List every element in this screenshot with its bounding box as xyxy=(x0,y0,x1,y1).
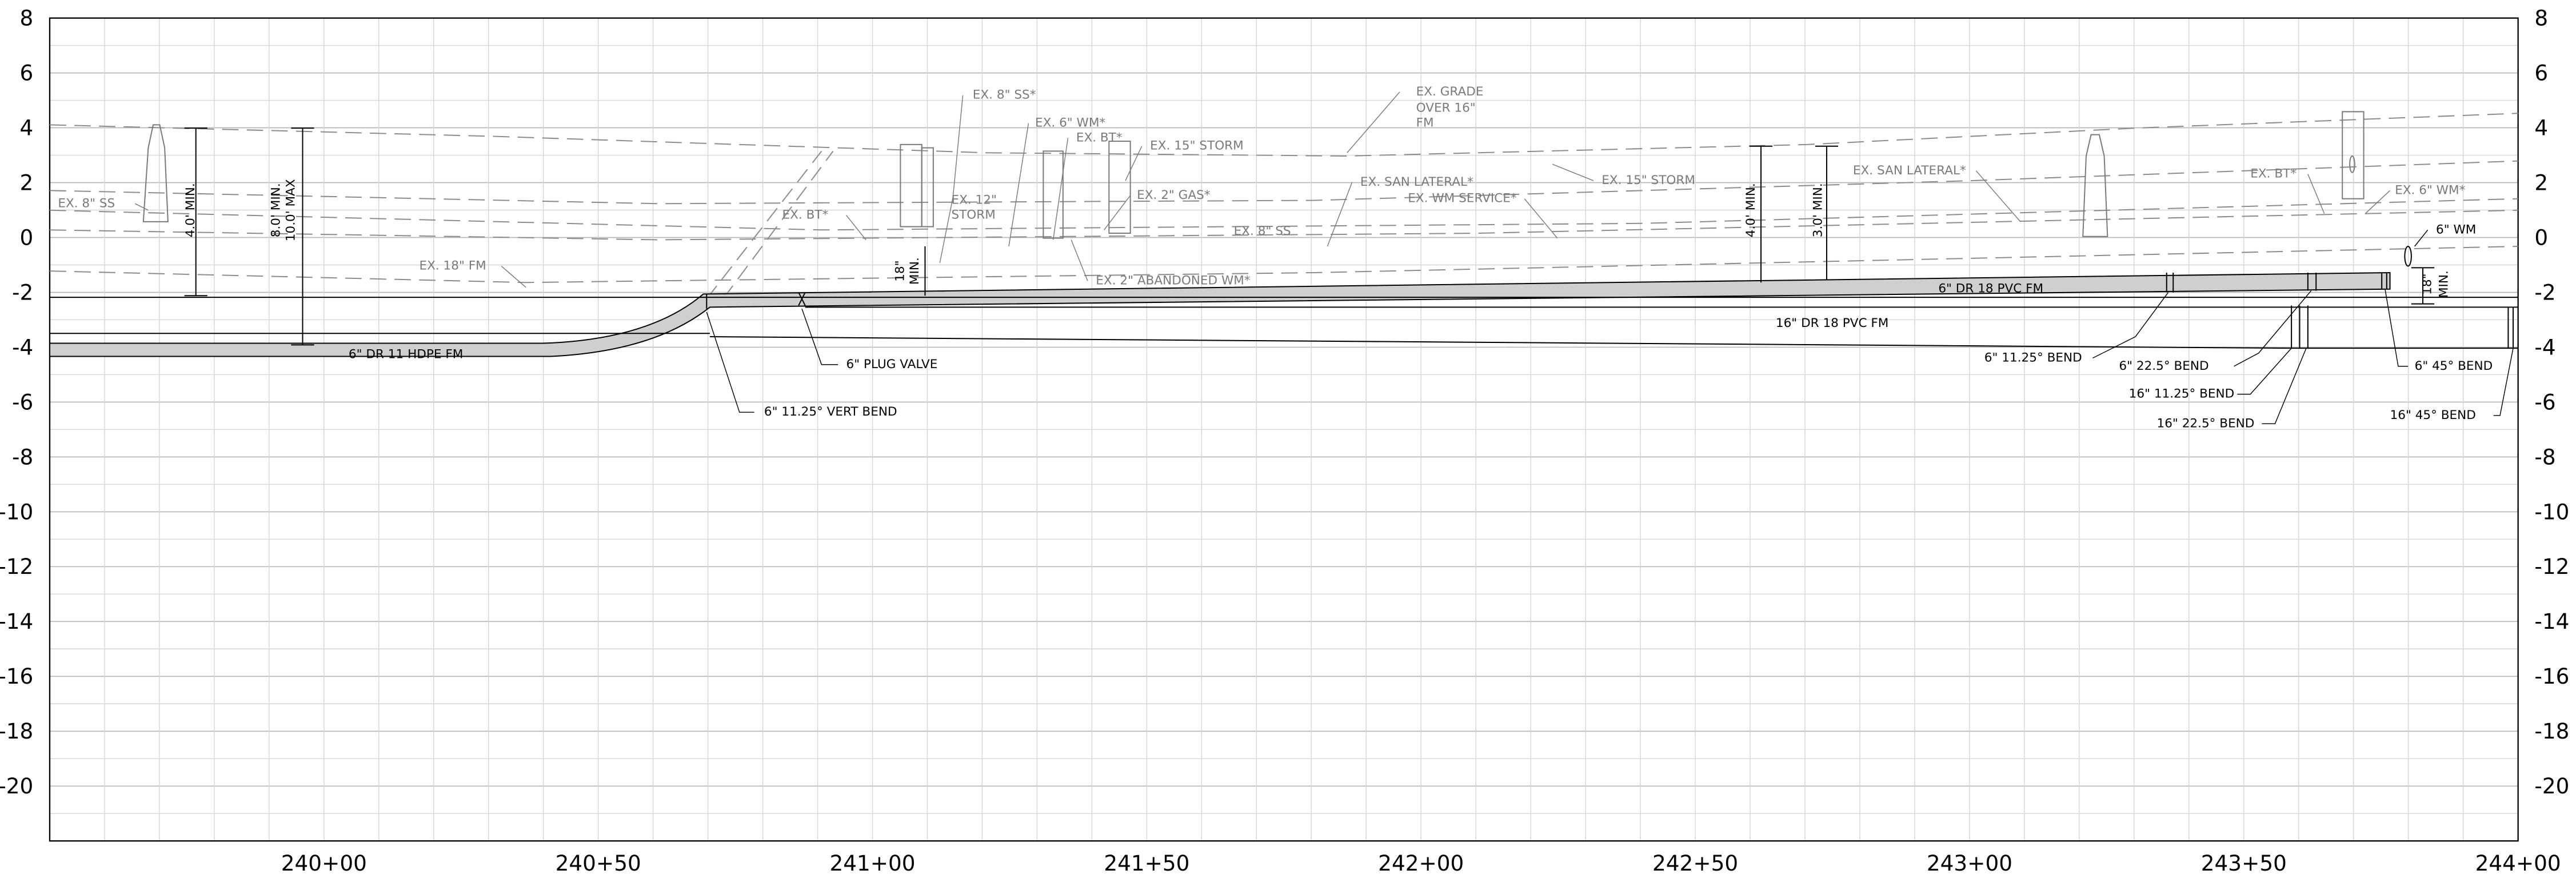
right-axis-label: -12 xyxy=(2534,554,2569,579)
annotation: EX. 2" GAS* xyxy=(1137,188,1211,202)
left-axis-label: -2 xyxy=(12,280,33,305)
station-label: 241+00 xyxy=(829,851,915,876)
annotation: EX. 8" SS* xyxy=(973,88,1036,102)
station-label: 242+00 xyxy=(1378,851,1464,876)
left-axis-label: -14 xyxy=(0,609,33,634)
left-axis-label: -18 xyxy=(0,719,33,744)
annotation: MIN. xyxy=(2437,270,2451,298)
left-axis-label: 2 xyxy=(19,170,33,195)
annotation: EX. 15" STORM xyxy=(1601,173,1695,187)
station-label: 243+50 xyxy=(2201,851,2287,876)
station-label: 240+50 xyxy=(556,851,641,876)
station-label: 240+00 xyxy=(281,851,367,876)
left-axis-label: 0 xyxy=(19,225,33,250)
annotation: 6" 45° BEND xyxy=(2415,359,2493,373)
station-label: 242+50 xyxy=(1652,851,1738,876)
right-axis-label: 8 xyxy=(2534,6,2548,31)
annotation: 8.0' MIN. xyxy=(269,183,283,237)
annotation: 6" PLUG VALVE xyxy=(846,357,938,372)
left-axis-label: -8 xyxy=(12,444,33,469)
annotation: 3.0' MIN. xyxy=(1811,183,1826,237)
annotation: 16" 45° BEND xyxy=(2390,408,2476,422)
right-axis-label: -18 xyxy=(2534,719,2569,744)
leaders xyxy=(135,91,2514,425)
right-axis-label: 2 xyxy=(2534,170,2548,195)
annotation: EX. WM SERVICE* xyxy=(1408,191,1517,206)
frame xyxy=(49,17,2519,842)
annotation: EX. 8" SS xyxy=(1234,224,1291,238)
annotation: EX. 18" FM xyxy=(419,258,486,273)
annotation: 6" 11.25° VERT BEND xyxy=(764,405,897,419)
station-label: 241+50 xyxy=(1104,851,1189,876)
right-axis-label: -14 xyxy=(2534,609,2569,634)
annotation: EX. 8" SS xyxy=(58,196,115,210)
annotation: EX. 6" WM* xyxy=(1035,116,1105,130)
annotation: MIN. xyxy=(908,257,922,285)
annotation: EX. SAN LATERAL* xyxy=(1360,175,1473,189)
proposed-pipes xyxy=(49,272,2518,357)
annotation: 16" 11.25° BEND xyxy=(2129,387,2235,401)
annotation: 6" DR 11 HDPE FM xyxy=(349,348,463,362)
right-axis-label: 0 xyxy=(2534,225,2548,250)
annotation: 6" DR 18 PVC FM xyxy=(1938,282,2043,296)
labels: 8 6 4 2 0 -2 -4 -6 -8 -10 -12 -14 -16 -18 -20 8 6 4 2 0 -2 -4… xyxy=(0,6,2569,876)
right-axis-label: -4 xyxy=(2534,334,2555,360)
annotation: EX. 2" ABANDONED WM* xyxy=(1096,273,1251,288)
annotation: 18" xyxy=(2421,273,2435,294)
annotation: EX. 15" STORM xyxy=(1150,139,1244,153)
right-axis-label: -10 xyxy=(2534,499,2569,524)
annotation: EX. BT* xyxy=(782,207,829,222)
dimension-lines xyxy=(184,127,2435,346)
annotation: FM xyxy=(1416,116,1434,130)
left-axis-label: 6 xyxy=(19,61,33,86)
annotation: EX. 12" xyxy=(951,193,996,207)
station-label: 244+00 xyxy=(2475,851,2561,876)
annotation: 16" DR 18 PVC FM xyxy=(1776,316,1888,330)
right-axis-label: 4 xyxy=(2534,115,2548,140)
annotation: 6" WM xyxy=(2436,222,2476,237)
annotation: EX. SAN LATERAL* xyxy=(1853,163,1966,178)
left-axis-label: -20 xyxy=(0,773,33,799)
annotation: 4.0' MIN. xyxy=(1744,183,1758,237)
right-axis-label: -20 xyxy=(2534,773,2569,799)
annotation: 6" 11.25° BEND xyxy=(1984,350,2082,365)
right-axis-label: -8 xyxy=(2534,444,2555,469)
annotation: EX. BT* xyxy=(2250,167,2297,181)
right-axis-label: -6 xyxy=(2534,389,2555,414)
left-axis-label: 4 xyxy=(19,115,33,140)
annotation: 18" xyxy=(893,260,907,281)
existing-structures xyxy=(142,111,2412,267)
annotation: 6" 22.5° BEND xyxy=(2119,359,2208,373)
annotation: EX. GRADE xyxy=(1416,85,1484,99)
left-axis-label: -4 xyxy=(12,334,33,360)
left-axis-label: -10 xyxy=(0,499,33,524)
left-axis-label: -6 xyxy=(12,389,33,414)
left-axis-label: 8 xyxy=(19,6,33,31)
left-axis-label: -16 xyxy=(0,664,33,689)
annotation: EX. 6" WM* xyxy=(2395,183,2465,197)
right-axis-label: -16 xyxy=(2534,664,2569,689)
station-label: 243+00 xyxy=(1927,851,2012,876)
annotation: 16" 22.5° BEND xyxy=(2157,416,2255,430)
right-axis-label: -2 xyxy=(2534,280,2555,305)
annotation: 10.0' MAX xyxy=(283,179,298,241)
annotation: 4.0' MIN. xyxy=(183,183,198,237)
annotation: OVER 16" xyxy=(1416,101,1476,115)
grid xyxy=(49,18,2518,841)
right-axis-label: 6 xyxy=(2534,61,2548,86)
annotation: STORM xyxy=(951,207,995,222)
existing-lines xyxy=(49,113,2518,300)
left-axis-label: -12 xyxy=(0,554,33,579)
annotation: EX. BT* xyxy=(1076,130,1123,145)
